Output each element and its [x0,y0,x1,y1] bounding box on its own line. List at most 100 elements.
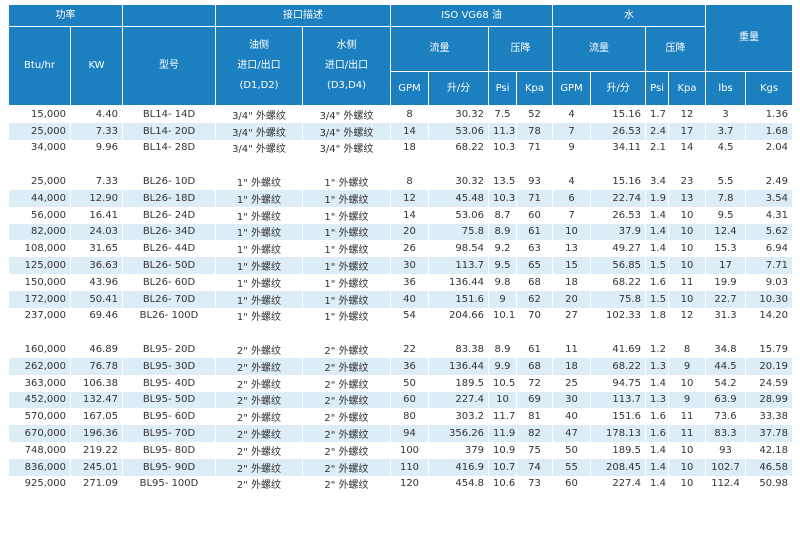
data-cell: 2.49 [745,173,794,190]
separator-row [7,324,794,342]
data-cell: 68.22 [590,273,647,291]
data-cell: BL26- 24D [122,206,216,224]
data-cell: 9 [668,391,707,409]
data-cell: BL95- 60D [122,408,216,426]
data-cell: 102.33 [590,307,647,325]
data-cell: 102.7 [705,458,747,476]
data-cell: 60 [515,206,554,224]
data-cell: 1" 外螺纹 [302,173,391,190]
data-cell: 54 [390,307,429,325]
data-cell: 2" 外螺纹 [302,425,391,442]
data-row: 748,000 219.22 BL95- 80D 2" 外螺纹 2" 外螺纹 100 379… [8,441,794,459]
data-cell: 7 [552,206,592,224]
data-cell: 136.44 [428,273,489,291]
data-cell: 36.63 [70,257,123,274]
data-cell: 98.54 [428,240,489,258]
data-cell: 22.74 [590,189,647,207]
data-cell: 26.53 [590,206,647,224]
data-cell: 3/4" 外螺纹 [302,122,391,140]
header-cell: 流量 [390,26,489,72]
data-cell: 262,000 [8,357,71,375]
data-cell: 1.4 [645,374,670,392]
data-cell: 16.41 [70,206,123,224]
data-cell: 2" 外螺纹 [302,475,391,493]
data-cell: BL95- 70D [122,425,216,442]
data-cell: 2" 外螺纹 [215,441,303,459]
data-cell: 4 [552,173,592,190]
data-cell: 20 [390,223,429,241]
data-cell: 78 [515,122,554,140]
data-cell: 189.5 [428,374,489,392]
data-cell: 71 [515,189,554,207]
data-cell: 356.26 [428,425,489,442]
data-cell: BL95- 40D [122,374,216,392]
separator-cell [7,156,794,174]
data-cell: 69 [515,391,554,409]
data-cell: 10.6 [488,475,517,493]
header-cell: 升/分 [590,71,647,106]
data-cell: 7.8 [705,189,747,207]
data-cell: 245.01 [70,458,123,476]
data-cell: 112.4 [705,475,747,493]
data-cell: 34.11 [590,139,647,157]
spec-table: 功率 接口描述 ISO VG68 油 水 重量 Btu/hr KW 型号 油侧进… [7,4,794,493]
data-row: 82,000 24.03 BL26- 34D 1" 外螺纹 1" 外螺纹 20 75.8 8.… [8,223,794,241]
data-row: 570,000 167.05 BL95- 60D 2" 外螺纹 2" 外螺纹 80 303.… [8,408,794,426]
data-cell: 50.98 [745,475,794,493]
data-cell: 5.5 [705,173,747,190]
data-cell: 2" 外螺纹 [302,374,391,392]
data-cell: 3/4" 外螺纹 [302,139,391,157]
data-cell: 113.7 [590,391,647,409]
data-cell: 15 [552,257,592,274]
data-cell: 10.3 [488,189,517,207]
data-cell: 11 [668,273,707,291]
data-cell: 43.96 [70,273,123,291]
data-row: 670,000 196.36 BL95- 70D 2" 外螺纹 2" 外螺纹 94 356.… [8,425,794,442]
data-cell: 2" 外螺纹 [215,374,303,392]
data-row: 15,000 4.40 BL14- 14D 3/4" 外螺纹 3/4" 外螺纹 8 30.3… [8,105,794,123]
data-cell: 2.1 [645,139,670,157]
data-cell: 136.44 [428,357,489,375]
data-cell: BL95- 100D [122,475,216,493]
data-cell: 219.22 [70,441,123,459]
data-cell: BL26- 34D [122,223,216,241]
data-cell: BL26- 18D [122,189,216,207]
data-cell: 1.4 [645,441,670,459]
data-cell: 2" 外螺纹 [215,357,303,375]
data-cell: 83.38 [428,341,489,358]
data-cell: 227.4 [428,391,489,409]
header-cell: 压降 [645,26,707,72]
data-cell: 2" 外螺纹 [215,408,303,426]
header-cell: 功率 [8,4,123,27]
data-cell: 11.7 [488,408,517,426]
data-cell: 151.6 [428,290,489,308]
header-cell: 型号 [122,26,216,106]
data-cell: BL95- 90D [122,458,216,476]
data-cell: 70 [515,307,554,325]
data-cell: 2" 外螺纹 [215,458,303,476]
data-cell: 1" 外螺纹 [215,290,303,308]
data-cell: 20 [552,290,592,308]
data-cell: 12 [668,307,707,325]
header-line: 进口/出口 [324,60,369,71]
data-cell: 1" 外螺纹 [215,273,303,291]
data-cell: 7.71 [745,257,794,274]
data-cell: 178.13 [590,425,647,442]
data-cell: 1.68 [745,122,794,140]
data-cell: 160,000 [8,341,71,358]
data-cell: 1" 外螺纹 [302,240,391,258]
separator-row [7,156,794,174]
header-line: 进口/出口 [237,60,281,71]
data-cell: 5.62 [745,223,794,241]
data-cell: 1.5 [645,257,670,274]
data-cell: 30.32 [428,173,489,190]
data-cell: 1" 外螺纹 [215,173,303,190]
data-cell: 2" 外螺纹 [215,475,303,493]
data-cell: 3/4" 外螺纹 [215,105,303,123]
data-cell: 13.5 [488,173,517,190]
data-cell: 74 [515,458,554,476]
data-cell: 68.22 [428,139,489,157]
data-cell: 8.9 [488,223,517,241]
data-cell: 167.05 [70,408,123,426]
data-cell: 83.3 [705,425,747,442]
